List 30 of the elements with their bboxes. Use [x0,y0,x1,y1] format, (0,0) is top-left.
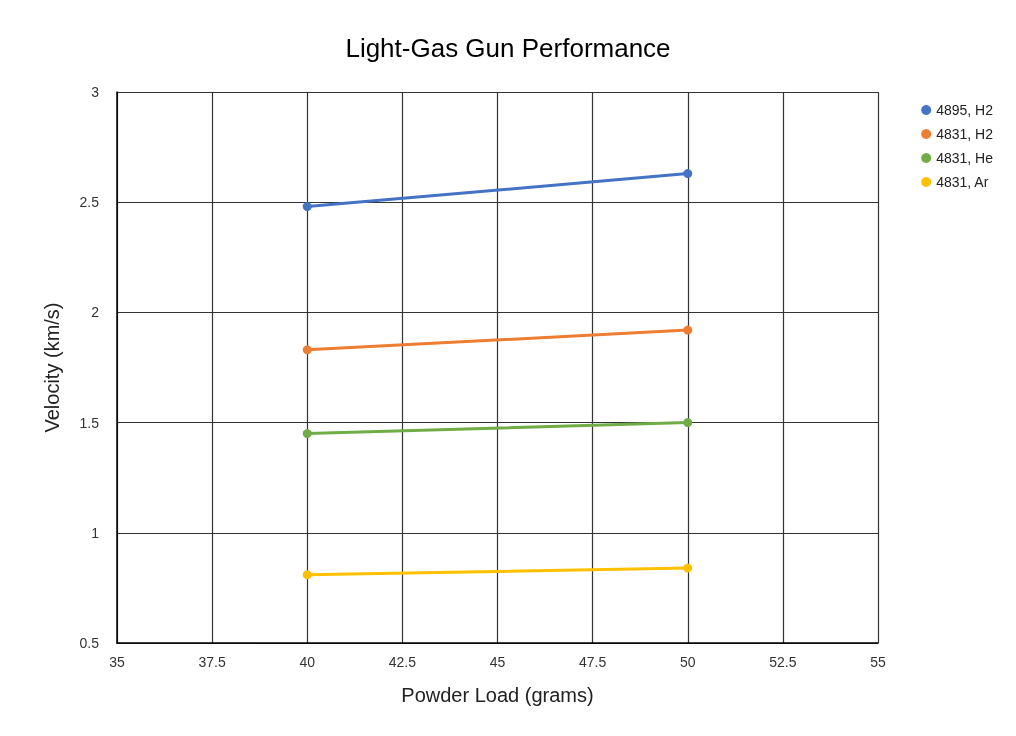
point [302,345,312,355]
x-tick-label: 45 [489,654,506,670]
y-tick-label: 2 [91,304,100,321]
y-tick-label: 0.5 [79,635,100,651]
point [302,570,312,580]
legend-label: 4895, H2 [936,102,994,118]
point [683,169,693,179]
x-tick-label: 50 [679,654,696,670]
x-tick-label: 37.5 [198,654,226,670]
y-tick-label: 3 [91,84,100,100]
x-tick-label: 47.5 [579,654,607,670]
x-tick-label: 42.5 [388,654,417,670]
x-tick-label: 35 [109,654,125,670]
point [683,418,693,428]
y-axis-title: Velocity (km/s) [41,302,63,433]
legend-label: 4831, He [936,150,994,166]
x-tick-label: 40 [299,654,316,670]
y-tick-label: 1 [91,524,100,541]
point [302,429,312,439]
legend-label: 4831, H2 [936,126,994,142]
point [302,202,312,212]
y-tick-label: 2.5 [79,194,100,211]
point [683,563,693,573]
x-tick-label: 55 [870,654,886,670]
point [683,325,693,335]
chart-title: Light-Gas Gun Performance [345,33,671,63]
legend-label: 4831, Ar [936,174,989,190]
x-tick-label: 52.5 [769,654,797,670]
x-axis-title: Powder Load (grams) [401,684,594,706]
y-tick-label: 1.5 [79,414,100,431]
